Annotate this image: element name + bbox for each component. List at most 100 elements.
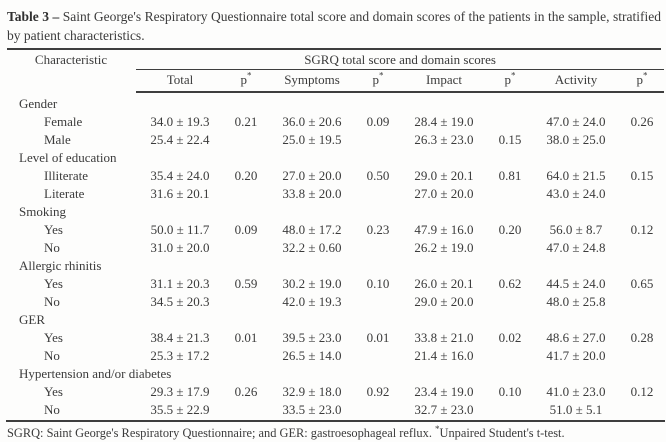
p-value-cell — [224, 293, 268, 311]
score-cell: 23.4 ± 19.0 — [414, 384, 474, 399]
score-cell: 43.0 ± 24.0 — [546, 186, 606, 201]
table-row: Female 34.0 ± 19.3 0.21 36.0 ± 20.6 0.09 28.4… — [6, 113, 664, 131]
p-value-cell — [620, 131, 664, 149]
table-row: Male 25.4 ± 22.4 25.0 ± 19.5 26.3 ± 23.0 0.1… — [6, 131, 664, 149]
p-value-cell: 0.26 — [234, 384, 258, 399]
p-value-cell — [620, 347, 664, 365]
score-cell: 33.8 ± 20.0 — [282, 186, 342, 201]
score-cell: 29.0 ± 20.1 — [414, 168, 474, 183]
score-cell: 32.2 ± 0.60 — [282, 240, 342, 255]
score-cell: 30.2 ± 19.0 — [282, 276, 342, 291]
score-cell: 34.5 ± 20.3 — [150, 294, 210, 309]
score-cell: 25.3 ± 17.2 — [150, 348, 210, 363]
p-value-cell: 0.09 — [366, 114, 390, 129]
p-value-cell: 0.10 — [366, 276, 390, 291]
row-label: Yes — [44, 276, 63, 291]
p-value-cell: 0.65 — [630, 276, 654, 291]
column-header-p-symptoms: p* — [356, 69, 400, 93]
score-cell: 48.6 ± 27.0 — [546, 330, 606, 345]
header-row-columns: Total p* Symptoms p* Impact p* Activity … — [6, 69, 665, 93]
score-cell: 38.0 ± 25.0 — [546, 132, 606, 147]
p-value-cell: 0.59 — [234, 276, 258, 291]
score-cell: 31.0 ± 20.0 — [150, 240, 210, 255]
column-header-p-activity: p* — [620, 69, 665, 93]
section-label: GER — [19, 312, 45, 327]
score-cell: 48.0 ± 17.2 — [282, 222, 342, 237]
p-value-cell: 0.12 — [630, 222, 654, 237]
p-value-cell: 0.62 — [498, 276, 522, 291]
score-cell: 28.4 ± 19.0 — [414, 114, 474, 129]
column-header-total: Total — [136, 69, 224, 93]
p-value-cell — [356, 239, 400, 257]
p-value-cell — [224, 131, 268, 149]
p-value-cell: 0.21 — [234, 114, 258, 129]
footnote-test-note: Unpaired Student's t-test. — [439, 426, 565, 440]
score-cell: 35.4 ± 24.0 — [150, 168, 210, 183]
footnote-asterisk: * — [435, 423, 440, 434]
table-caption-text: Saint George's Respiratory Questionnaire… — [7, 9, 661, 43]
score-cell: 27.0 ± 20.0 — [282, 168, 342, 183]
p-value-cell: 0.01 — [234, 330, 258, 345]
p-value-cell — [224, 401, 268, 419]
score-cell: 26.0 ± 20.1 — [414, 276, 474, 291]
p-value-cell — [488, 347, 532, 365]
table-row: No 34.5 ± 20.3 42.0 ± 19.3 29.0 ± 20.0 48.0 … — [6, 293, 664, 311]
p-value-cell — [224, 347, 268, 365]
p-value-cell: 0.12 — [630, 384, 654, 399]
row-label: Yes — [44, 330, 63, 345]
table-row: No 31.0 ± 20.0 32.2 ± 0.60 26.2 ± 19.0 47.0 … — [6, 239, 664, 257]
score-cell: 47.9 ± 16.0 — [414, 222, 474, 237]
table-row: Yes 31.1 ± 20.3 0.59 30.2 ± 19.0 0.10 26.0 ± … — [6, 275, 664, 293]
header-row-group: Characteristic SGRQ total score and doma… — [6, 50, 665, 70]
score-cell: 47.0 ± 24.8 — [546, 240, 606, 255]
p-value-cell: 0.10 — [498, 384, 522, 399]
p-value-cell — [356, 401, 400, 419]
column-header-activity: Activity — [532, 69, 620, 93]
p-value-cell: 0.81 — [498, 168, 522, 183]
p-value-cell — [356, 185, 400, 203]
section-label: Gender — [19, 96, 58, 111]
sgrq-scores-table: Characteristic SGRQ total score and doma… — [6, 50, 665, 419]
row-label: Male — [44, 132, 71, 147]
row-label: No — [44, 294, 60, 309]
table-footnote: SGRQ: Saint George's Respiratory Questio… — [6, 420, 665, 442]
score-cell: 41.7 ± 20.0 — [546, 348, 606, 363]
column-header-p-total: p* — [224, 69, 268, 93]
p-value-cell — [488, 185, 532, 203]
score-cell: 26.2 ± 19.0 — [414, 240, 474, 255]
score-cell: 41.0 ± 23.0 — [546, 384, 606, 399]
p-value-cell: 0.92 — [366, 384, 390, 399]
p-value-cell — [224, 239, 268, 257]
row-label: Yes — [44, 222, 63, 237]
p-value-cell — [620, 401, 664, 419]
section-label: Hypertension and/or diabetes — [19, 366, 172, 381]
column-header-symptoms: Symptoms — [268, 69, 356, 93]
table-row: Yes 38.4 ± 21.3 0.01 39.5 ± 23.0 0.01 33.8 ± … — [6, 329, 664, 347]
score-cell: 38.4 ± 21.3 — [150, 330, 210, 345]
p-value-cell — [356, 293, 400, 311]
p-value-cell: 0.28 — [630, 330, 654, 345]
table-caption-number: Table 3 – — [7, 9, 60, 24]
score-cell: 32.7 ± 23.0 — [414, 402, 474, 417]
table-row: No 35.5 ± 22.9 33.5 ± 23.0 32.7 ± 23.0 51.0 … — [6, 401, 664, 419]
score-cell: 44.5 ± 24.0 — [546, 276, 606, 291]
p-value-cell — [488, 293, 532, 311]
row-label: Literate — [44, 186, 85, 201]
section-row: Smoking — [6, 203, 664, 221]
score-cell: 47.0 ± 24.0 — [546, 114, 606, 129]
column-header-group: SGRQ total score and domain scores — [136, 50, 665, 70]
p-value-cell: 0.20 — [498, 222, 522, 237]
p-value-cell: 0.01 — [366, 330, 390, 345]
score-cell: 36.0 ± 20.6 — [282, 114, 342, 129]
p-value-cell — [620, 239, 664, 257]
row-label: No — [44, 240, 60, 255]
row-label: Female — [44, 114, 83, 129]
score-cell: 50.0 ± 11.7 — [150, 222, 210, 237]
score-cell: 25.4 ± 22.4 — [150, 132, 210, 147]
p-value-cell: 0.20 — [234, 168, 258, 183]
p-value-cell — [488, 239, 532, 257]
p-value-cell: 0.09 — [234, 222, 258, 237]
column-header-p-impact: p* — [488, 69, 532, 93]
score-cell: 31.6 ± 20.1 — [150, 186, 210, 201]
p-value-cell — [620, 293, 664, 311]
